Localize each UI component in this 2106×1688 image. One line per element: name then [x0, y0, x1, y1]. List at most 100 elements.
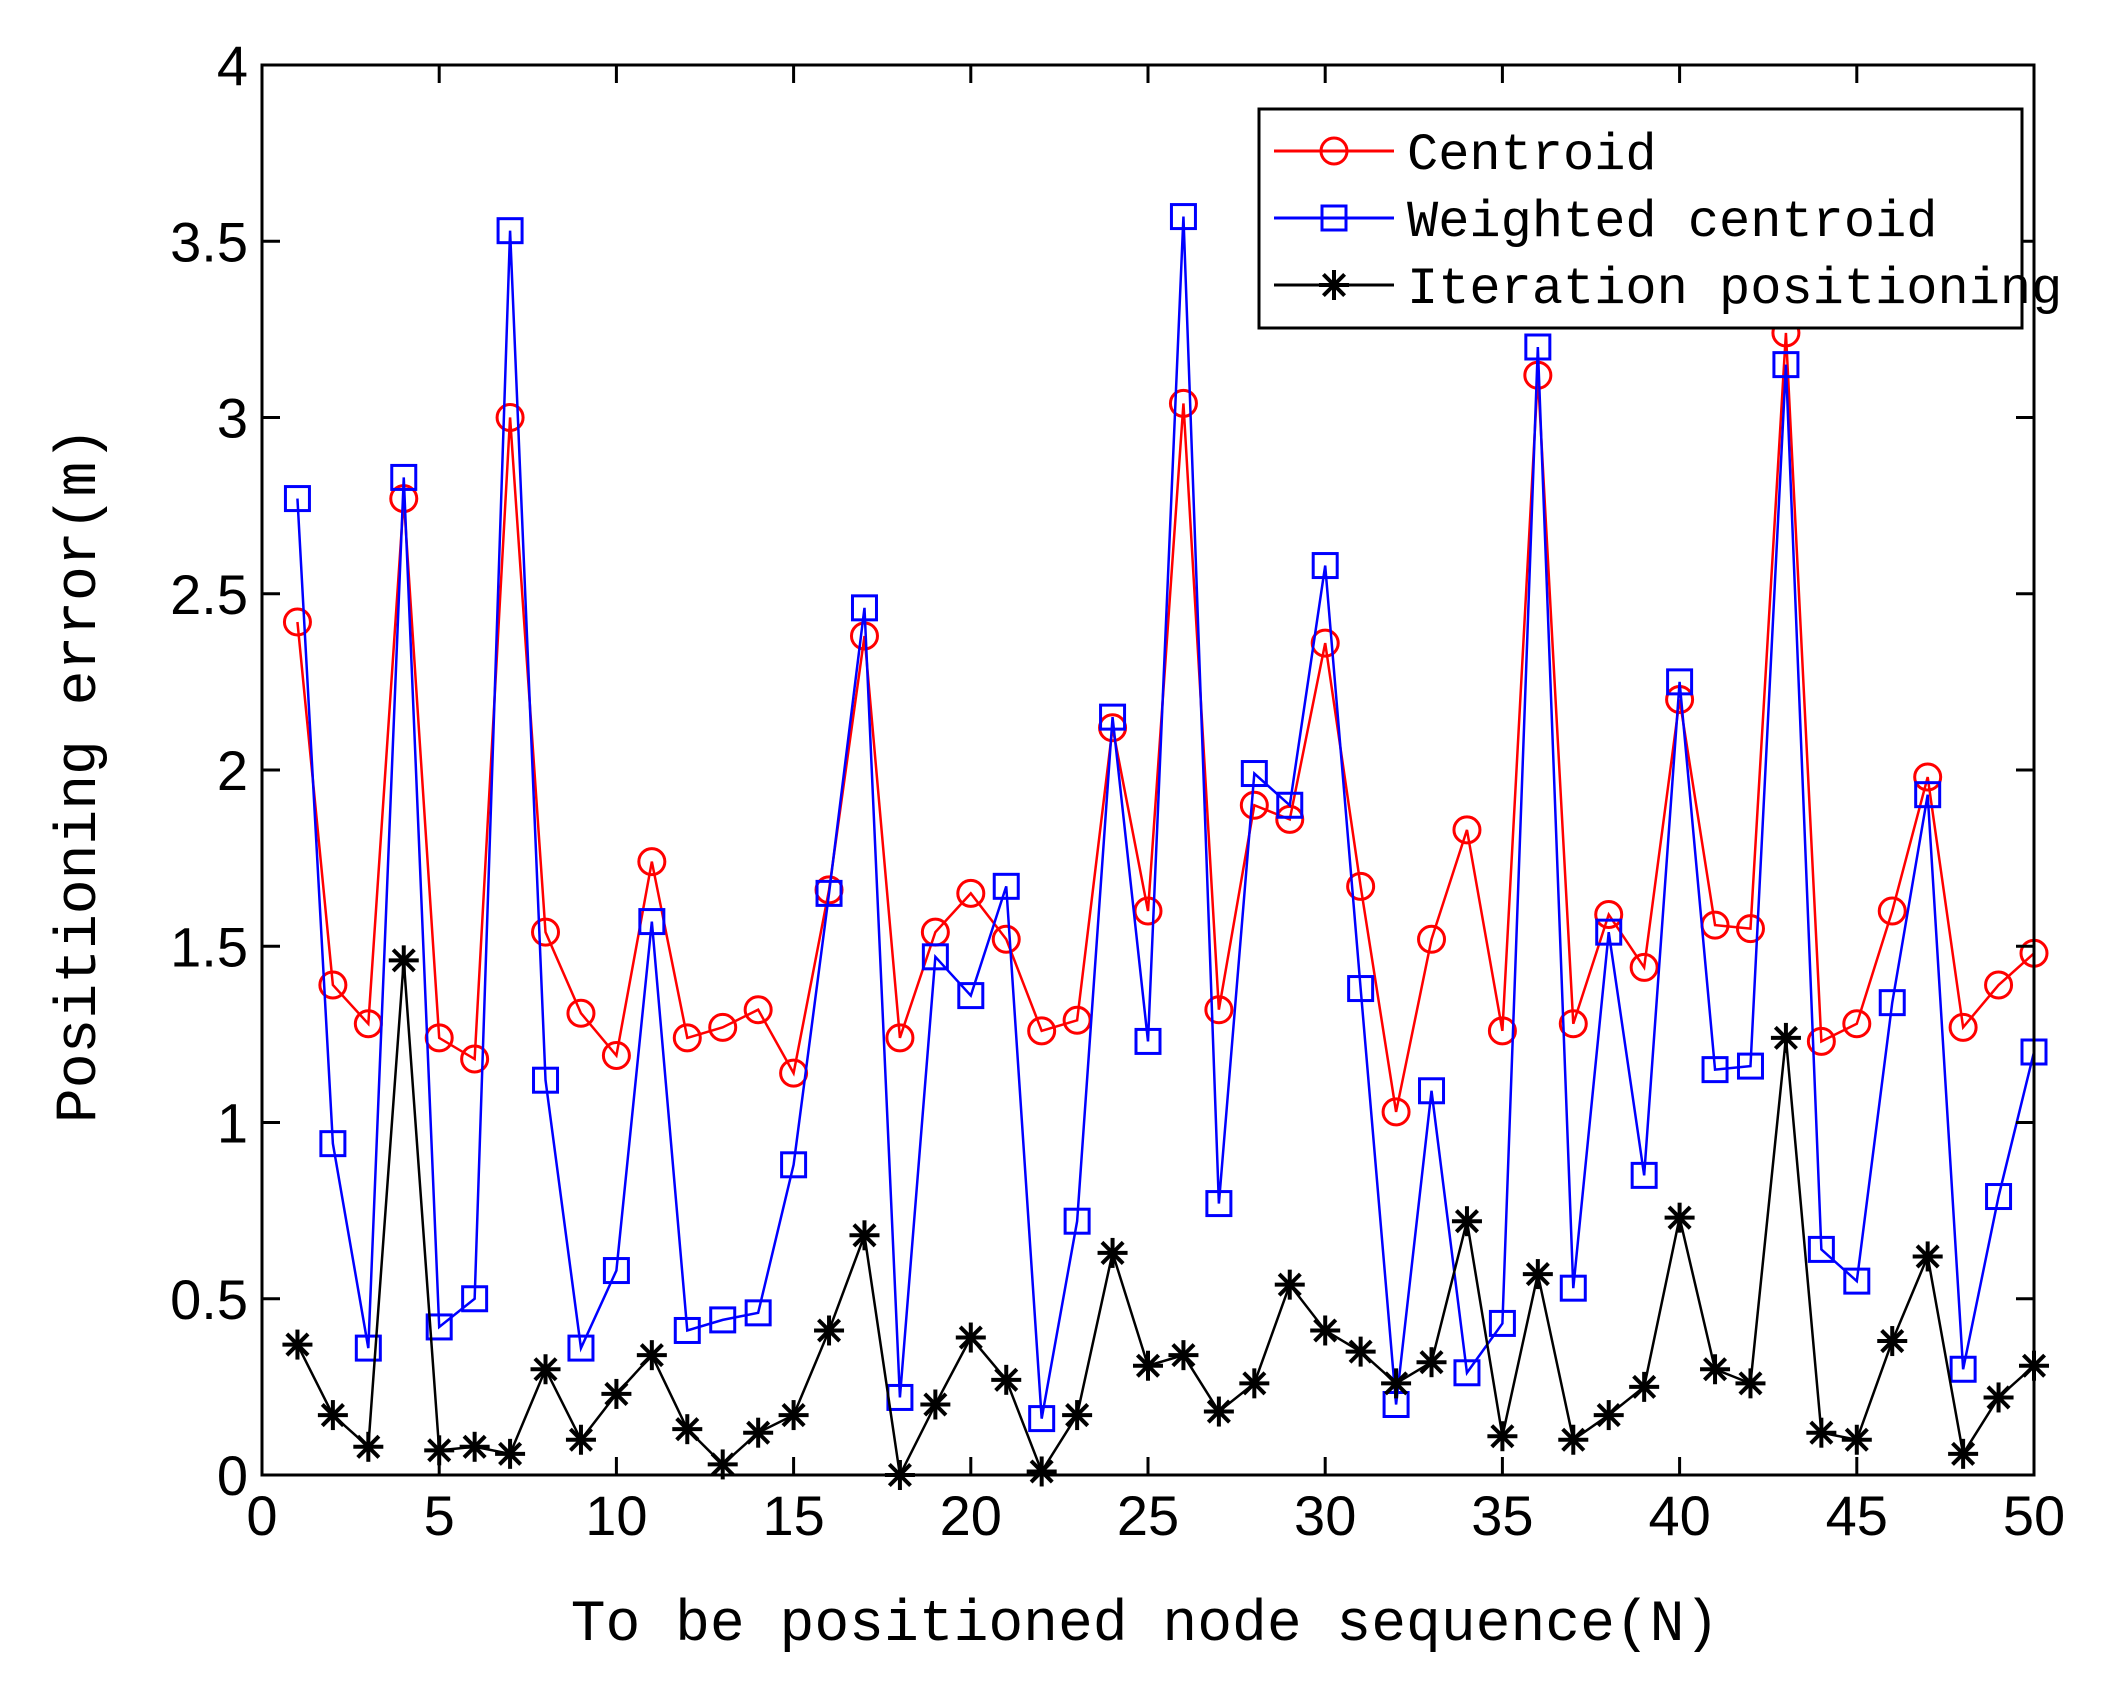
data-point-centroid: [1735, 914, 1765, 944]
data-point-weighted-centroid: [1772, 351, 1800, 379]
data-point-iteration-positioning: [1629, 1371, 1660, 1402]
data-point-weighted-centroid: [1028, 1405, 1056, 1433]
data-point-weighted-centroid: [1099, 703, 1127, 731]
data-point-weighted-centroid: [957, 982, 985, 1010]
y-tick-label: 0.5: [170, 1268, 248, 1331]
data-point-weighted-centroid: [1914, 781, 1942, 809]
asterisk-stroke: [427, 1438, 452, 1463]
data-point-iteration-positioning: [1983, 1382, 2014, 1413]
data-point-iteration-positioning: [282, 1329, 313, 1360]
y-axis-label: Positioning error(m): [48, 427, 113, 1123]
data-point-iteration-positioning: [353, 1431, 384, 1462]
data-point-weighted-centroid: [638, 908, 666, 936]
data-point-weighted-centroid: [1063, 1207, 1091, 1235]
asterisk-stroke: [1809, 1420, 1834, 1445]
data-point-iteration-positioning: [1664, 1202, 1695, 1233]
asterisk-stroke: [1277, 1272, 1302, 1297]
x-axis-label: To be positioned node sequence(N): [571, 1593, 1720, 1658]
data-point-centroid: [1239, 790, 1269, 820]
data-point-centroid: [1417, 924, 1447, 954]
data-point-centroid: [1594, 900, 1624, 930]
data-point-weighted-centroid: [1701, 1056, 1729, 1084]
data-point-weighted-centroid: [1878, 989, 1906, 1017]
data-point-weighted-centroid: [283, 485, 311, 513]
data-point-weighted-centroid: [1843, 1267, 1871, 1295]
asterisk-stroke: [746, 1420, 771, 1445]
data-point-iteration-positioning: [1593, 1400, 1624, 1431]
data-point-iteration-positioning: [1381, 1368, 1412, 1399]
asterisk-stroke: [1206, 1399, 1231, 1424]
data-point-centroid: [601, 1041, 631, 1071]
legend-label-iteration-positioning: Iteration positioning: [1407, 260, 2062, 319]
x-tick-label: 50: [2003, 1484, 2065, 1547]
data-point-weighted-centroid: [921, 943, 949, 971]
data-point-weighted-centroid: [1276, 791, 1304, 819]
asterisk-stroke: [320, 1403, 345, 1428]
data-point-iteration-positioning: [814, 1315, 845, 1346]
data-point-iteration-positioning: [1877, 1326, 1908, 1357]
data-point-iteration-positioning: [317, 1400, 348, 1431]
data-point-iteration-positioning: [1274, 1269, 1305, 1300]
y-tick-label: 2.5: [170, 563, 248, 626]
data-point-iteration-positioning: [991, 1364, 1022, 1395]
asterisk-stroke: [356, 1434, 381, 1459]
data-point-weighted-centroid: [673, 1316, 701, 1344]
y-tick-label: 3: [217, 387, 248, 450]
asterisk-stroke: [1986, 1385, 2011, 1410]
data-point-weighted-centroid: [1736, 1052, 1764, 1080]
data-point-weighted-centroid: [1949, 1355, 1977, 1383]
asterisk-stroke: [1321, 272, 1347, 298]
data-point-centroid: [1558, 1009, 1588, 1039]
data-point-centroid: [318, 970, 348, 1000]
data-point-iteration-positioning: [1203, 1396, 1234, 1427]
data-point-weighted-centroid: [425, 1313, 453, 1341]
asterisk-stroke: [1242, 1371, 1267, 1396]
data-point-centroid: [1842, 1009, 1872, 1039]
data-point-iteration-positioning: [955, 1322, 986, 1353]
data-point-centroid: [672, 1023, 702, 1053]
data-point-iteration-positioning: [1097, 1237, 1128, 1268]
asterisk-stroke: [1667, 1205, 1692, 1230]
asterisk-stroke: [1773, 1025, 1798, 1050]
data-point-weighted-centroid: [602, 1257, 630, 1285]
data-point-weighted-centroid: [1524, 333, 1552, 361]
asterisk-stroke: [1454, 1209, 1479, 1234]
asterisk-stroke: [1632, 1374, 1657, 1399]
data-point-weighted-centroid: [1240, 760, 1268, 788]
asterisk-stroke: [1313, 1318, 1338, 1343]
data-point-weighted-centroid: [1488, 1309, 1516, 1337]
asterisk-stroke: [852, 1223, 877, 1248]
x-tick-label: 40: [1648, 1484, 1710, 1547]
data-point-centroid: [1913, 762, 1943, 792]
data-point-iteration-positioning: [636, 1340, 667, 1371]
data-point-weighted-centroid: [1630, 1161, 1658, 1189]
data-point-centroid: [1310, 628, 1340, 658]
data-point-iteration-positioning: [1168, 1340, 1199, 1371]
data-point-iteration-positioning: [1948, 1438, 1979, 1469]
asterisk-stroke: [1880, 1329, 1905, 1354]
data-point-iteration-positioning: [778, 1400, 809, 1431]
asterisk-stroke: [498, 1441, 523, 1466]
data-point-weighted-centroid: [319, 1130, 347, 1158]
x-tick-label: 30: [1294, 1484, 1356, 1547]
data-point-centroid: [1629, 952, 1659, 982]
y-tick-label: 1.5: [170, 915, 248, 978]
asterisk-stroke: [1951, 1441, 1976, 1466]
data-point-centroid: [1168, 388, 1198, 418]
data-point-centroid: [1204, 995, 1234, 1025]
data-point-centroid: [885, 1023, 915, 1053]
data-point-weighted-centroid: [1985, 1183, 2013, 1211]
data-point-iteration-positioning: [1239, 1368, 1270, 1399]
data-point-weighted-centroid: [780, 1151, 808, 1179]
data-point-iteration-positioning: [495, 1438, 526, 1469]
data-point-weighted-centroid: [850, 594, 878, 622]
data-point-weighted-centroid: [1807, 1235, 1835, 1263]
data-point-weighted-centroid: [1418, 1077, 1446, 1105]
data-point-iteration-positioning: [1700, 1354, 1731, 1385]
asterisk-stroke: [1100, 1240, 1125, 1265]
data-point-centroid: [956, 878, 986, 908]
data-point-weighted-centroid: [390, 463, 418, 491]
axes: 0 5 10 15 20 25 30 35 40 45 50 0 0.5 1 1.5 2 2.5 3 3.5 4: [170, 34, 2065, 1547]
asterisk-stroke: [817, 1318, 842, 1343]
data-point-weighted-centroid: [1666, 668, 1694, 696]
